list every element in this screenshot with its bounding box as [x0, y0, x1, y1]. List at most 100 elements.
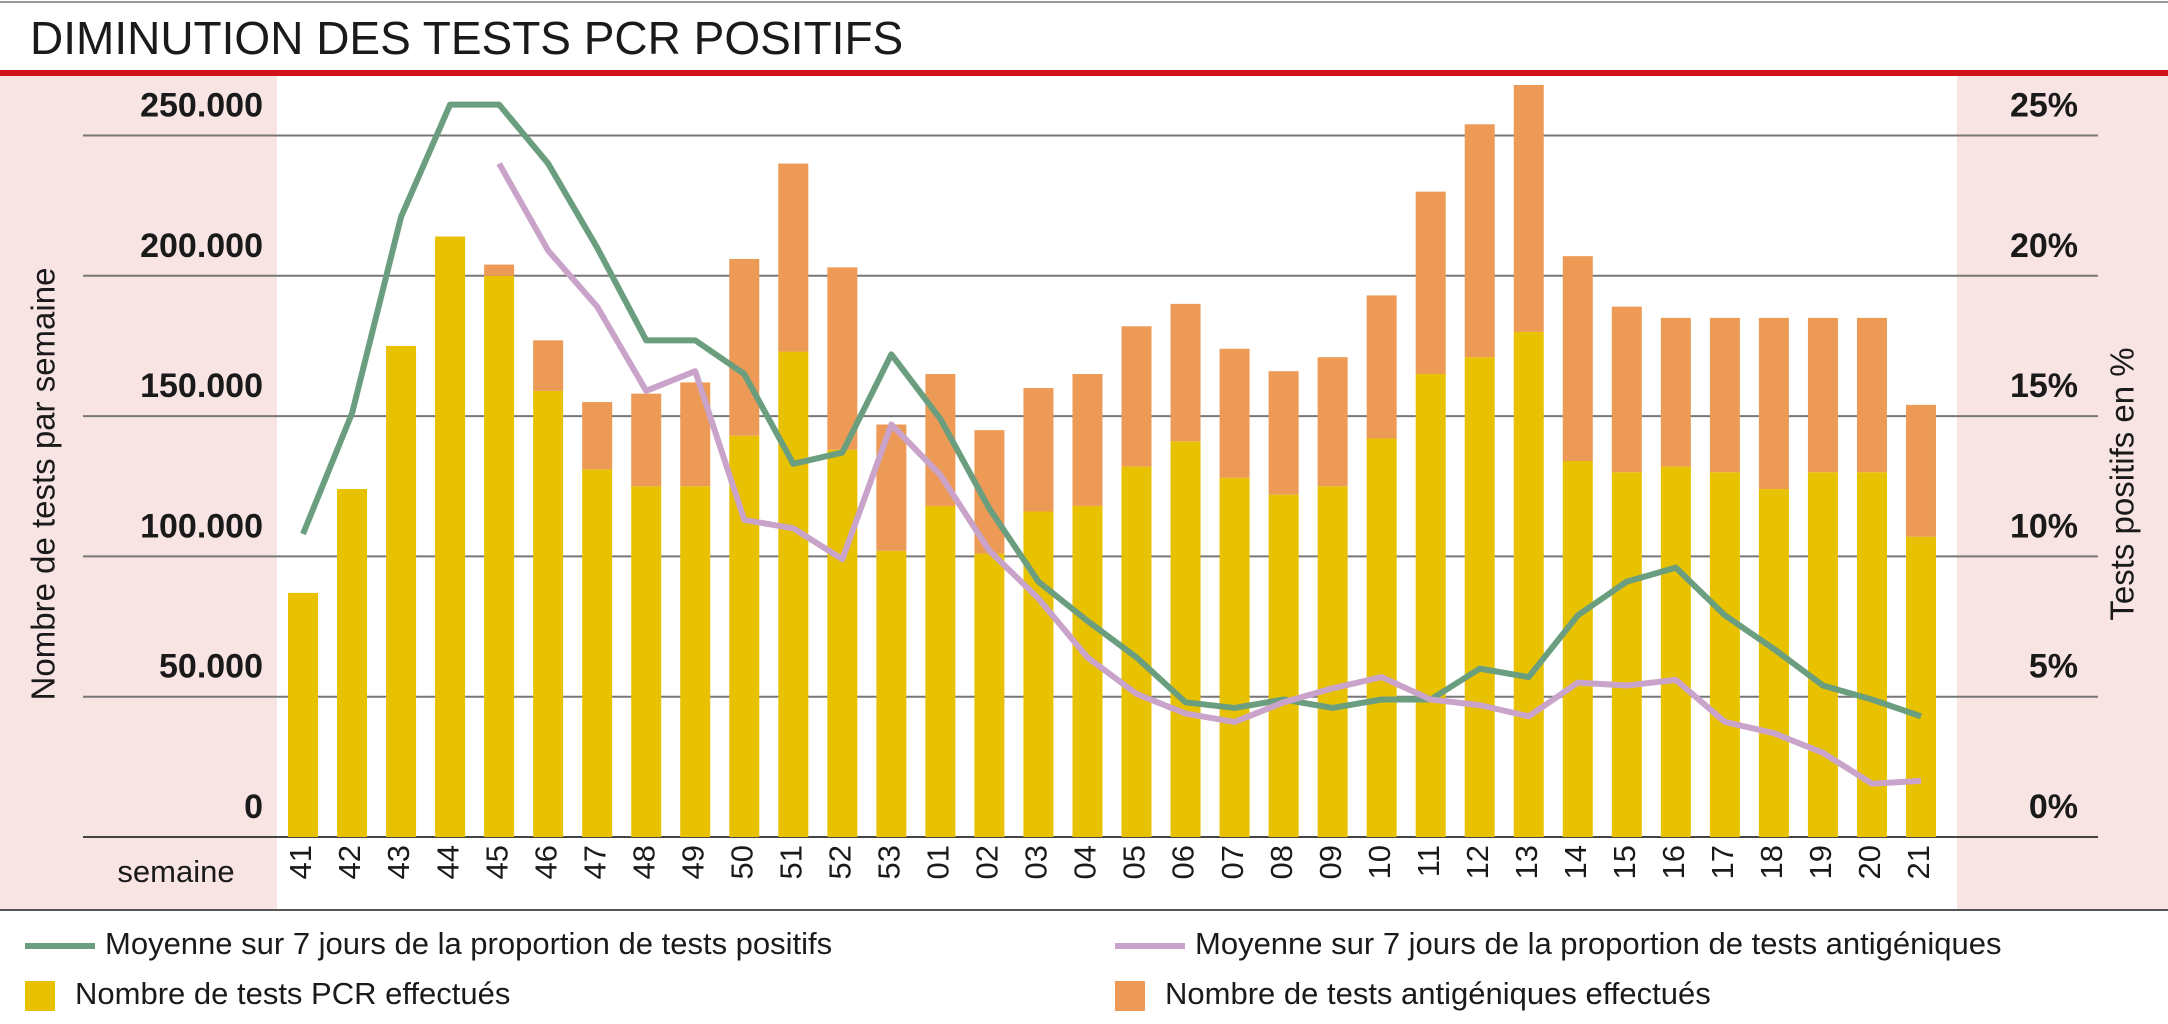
y-tick-label: 150.000 — [140, 367, 263, 405]
x-tick-label: 14 — [1558, 845, 1593, 879]
bar — [1709, 317, 1740, 473]
bar — [288, 592, 318, 837]
x-tick-label: 19 — [1803, 845, 1838, 879]
x-tick-label: 46 — [528, 845, 563, 879]
bar — [1758, 317, 1789, 490]
x-tick-label: 17 — [1705, 845, 1740, 879]
legend-label: Nombre de tests antigéniques effectués — [1165, 976, 1711, 1011]
x-tick-label: 13 — [1509, 845, 1544, 879]
bar — [1317, 486, 1348, 837]
line — [496, 162, 1922, 787]
bar — [925, 505, 956, 837]
y-tick-label: 100.000 — [140, 507, 263, 545]
bar — [1170, 303, 1201, 442]
legend-label: Moyenne sur 7 jours de la proportion de … — [105, 926, 832, 961]
x-tick-label: 09 — [1313, 845, 1348, 879]
bar — [484, 264, 515, 276]
x-tick-label: 20 — [1852, 845, 1887, 879]
y2-tick-label: 10% — [2010, 507, 2078, 545]
legend-swatch — [25, 981, 55, 1011]
bar — [1611, 472, 1642, 837]
y-tick-label: 200.000 — [140, 227, 263, 265]
bar — [582, 469, 613, 837]
bar — [1366, 438, 1397, 837]
bar — [533, 390, 564, 837]
x-tick-label: 04 — [1068, 845, 1103, 879]
bar — [337, 489, 368, 837]
bar — [876, 550, 907, 837]
bar — [778, 163, 809, 352]
bar — [1807, 472, 1838, 837]
bar — [484, 275, 515, 837]
x-tick-label: 21 — [1901, 845, 1936, 879]
bar — [778, 351, 809, 837]
bar — [631, 486, 662, 837]
right-panel — [1957, 76, 2168, 910]
title-rule — [0, 70, 2168, 76]
bar — [827, 449, 858, 837]
x-tick-label: 48 — [626, 845, 661, 879]
x-tick-label: 15 — [1607, 845, 1642, 879]
bar — [1023, 511, 1054, 837]
x-tick-label: 49 — [675, 845, 710, 879]
x-tick-label: 53 — [872, 845, 907, 879]
x-tick-label: 02 — [970, 845, 1005, 879]
x-tick-label: 08 — [1264, 845, 1299, 879]
bar — [729, 258, 760, 436]
bar — [1807, 317, 1838, 473]
bar — [1709, 472, 1740, 837]
y2-axis-title: Tests positifs en % — [2104, 347, 2141, 620]
x-tick-label: 45 — [479, 845, 514, 879]
bar — [533, 340, 564, 391]
bar — [1905, 404, 1936, 537]
bar — [435, 236, 466, 838]
y2-tick-label: 5% — [2029, 648, 2078, 686]
bar — [1219, 477, 1250, 837]
x-tick-label: 18 — [1754, 845, 1789, 879]
x-tick-label: 47 — [577, 845, 612, 879]
x-tick-label: 52 — [823, 845, 858, 879]
bar — [1513, 331, 1544, 837]
bar — [1072, 374, 1103, 506]
bar — [582, 402, 613, 470]
x-tick-label: 43 — [381, 845, 416, 879]
bar — [1562, 256, 1593, 461]
chart-title: DIMINUTION DES TESTS PCR POSITIFS — [30, 12, 903, 64]
bar — [386, 345, 417, 837]
bar — [1611, 306, 1642, 473]
bar — [1415, 191, 1446, 375]
bar — [1660, 466, 1691, 837]
x-tick-label: 05 — [1117, 845, 1152, 879]
x-tick-label: 51 — [773, 845, 808, 879]
x-axis-title: semaine — [117, 854, 234, 889]
x-tick-label: 07 — [1215, 845, 1250, 879]
bar — [1023, 388, 1054, 512]
x-tick-label: 50 — [724, 845, 759, 879]
y2-tick-label: 15% — [2010, 367, 2078, 405]
bar — [1268, 371, 1299, 495]
y2-tick-label: 25% — [2010, 86, 2078, 124]
bar — [1758, 489, 1789, 837]
y-tick-label: 250.000 — [140, 86, 263, 124]
x-tick-label: 41 — [283, 845, 318, 879]
left-panel — [0, 76, 277, 910]
bar — [1660, 317, 1691, 467]
line — [300, 101, 1922, 720]
legend-label: Moyenne sur 7 jours de la proportion de … — [1195, 926, 2002, 961]
x-tick-label: 11 — [1411, 845, 1446, 877]
bar — [1513, 84, 1544, 332]
bar — [1464, 357, 1495, 837]
y-axis-title: Nombre de tests par semaine — [25, 268, 62, 701]
bar — [631, 393, 662, 487]
bar — [1905, 536, 1936, 837]
bar — [1856, 317, 1887, 473]
x-tick-label: 16 — [1656, 845, 1691, 879]
bar — [1121, 326, 1152, 467]
x-tick-label: 03 — [1019, 845, 1054, 879]
bar — [1464, 124, 1495, 358]
x-tick-label: 01 — [921, 845, 956, 879]
y-tick-label: 50.000 — [159, 648, 263, 686]
y2-tick-label: 20% — [2010, 227, 2078, 265]
bar — [974, 553, 1005, 837]
